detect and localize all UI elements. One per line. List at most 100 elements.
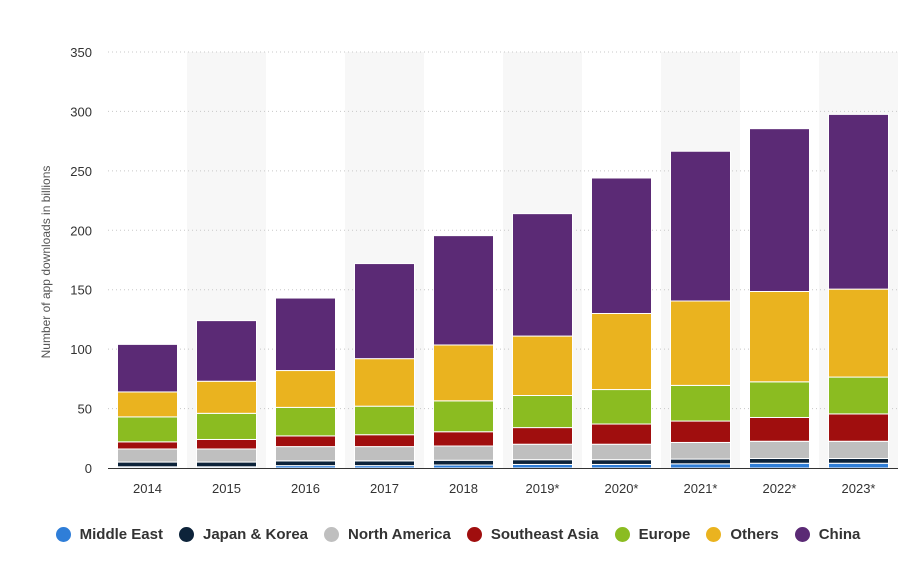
bar-europe-2019[interactable] — [512, 394, 573, 429]
bar-japan-korea-2023[interactable] — [828, 457, 889, 464]
bar-others-2021[interactable] — [670, 300, 731, 386]
bar-north-america-2016[interactable] — [275, 446, 336, 462]
bar-middle-east-2019[interactable] — [512, 463, 573, 469]
bars — [117, 113, 889, 469]
legend-item-southeast-asia[interactable]: Southeast Asia — [466, 526, 599, 543]
bar-north-america-2015[interactable] — [196, 448, 257, 463]
bar-japan-korea-2017[interactable] — [354, 460, 415, 467]
bar-north-america-2023[interactable] — [828, 440, 889, 459]
y-tick-label-350: 350 — [70, 45, 92, 60]
bar-north-america-2018[interactable] — [433, 445, 494, 461]
bar-southeast-asia-2022[interactable] — [749, 416, 810, 442]
bar-china-2015[interactable] — [196, 320, 257, 382]
bar-europe-2016[interactable] — [275, 406, 336, 437]
bar-others-2017[interactable] — [354, 358, 415, 407]
legend-dot-europe — [614, 527, 630, 542]
bar-southeast-asia-2021[interactable] — [670, 420, 731, 443]
bar-china-2023[interactable] — [828, 113, 889, 290]
x-tick-label-2022: 2022* — [763, 481, 797, 496]
y-tick-label-0: 0 — [85, 461, 92, 476]
bar-middle-east-2021[interactable] — [670, 463, 731, 469]
legend-label-southeast-asia: Southeast Asia — [490, 526, 599, 543]
x-tick-label-2017: 2017 — [370, 481, 399, 496]
legend-item-japan-korea[interactable]: Japan & Korea — [178, 526, 308, 543]
bar-china-2021[interactable] — [670, 150, 731, 302]
bar-others-2020[interactable] — [591, 312, 652, 391]
bar-china-2017[interactable] — [354, 263, 415, 360]
bar-southeast-asia-2018[interactable] — [433, 431, 494, 447]
bar-stack-2022 — [749, 128, 810, 469]
y-tick-label-100: 100 — [70, 342, 92, 357]
bar-north-america-2020[interactable] — [591, 443, 652, 461]
x-tick-label-2020: 2020* — [605, 481, 639, 496]
bar-china-2014[interactable] — [117, 343, 178, 393]
bar-others-2023[interactable] — [828, 288, 889, 378]
bar-southeast-asia-2020[interactable] — [591, 423, 652, 445]
legend-item-others[interactable]: Others — [706, 526, 779, 543]
x-tick-label-2014: 2014 — [133, 481, 162, 496]
bar-japan-korea-2020[interactable] — [591, 459, 652, 465]
bar-stack-2020 — [591, 177, 652, 469]
bar-middle-east-2023[interactable] — [828, 462, 889, 469]
bar-china-2016[interactable] — [275, 297, 336, 372]
bar-others-2018[interactable] — [433, 344, 494, 402]
bar-japan-korea-2014[interactable] — [117, 461, 178, 468]
bar-japan-korea-2016[interactable] — [275, 460, 336, 467]
bar-europe-2015[interactable] — [196, 412, 257, 440]
legend-item-north-america[interactable]: North America — [324, 526, 451, 543]
bar-others-2015[interactable] — [196, 380, 257, 414]
legend-label-china: China — [818, 526, 861, 543]
legend-item-middle-east[interactable]: Middle East — [55, 526, 163, 543]
bar-middle-east-2020[interactable] — [591, 463, 652, 469]
legend-item-europe[interactable]: Europe — [614, 526, 691, 543]
bar-stack-2017 — [354, 263, 415, 469]
bar-japan-korea-2015[interactable] — [196, 461, 257, 468]
legend: Middle East Japan & Korea North America … — [0, 526, 916, 543]
bar-europe-2018[interactable] — [433, 400, 494, 433]
bar-others-2019[interactable] — [512, 335, 573, 396]
legend-label-middle-east: Middle East — [79, 526, 163, 543]
bar-japan-korea-2019[interactable] — [512, 459, 573, 465]
bar-southeast-asia-2019[interactable] — [512, 427, 573, 445]
bar-china-2020[interactable] — [591, 177, 652, 314]
bar-north-america-2014[interactable] — [117, 448, 178, 463]
x-tick-label-2015: 2015 — [212, 481, 241, 496]
x-tick-label-2016: 2016 — [291, 481, 320, 496]
bar-others-2016[interactable] — [275, 370, 336, 408]
y-tick-label-50: 50 — [78, 402, 92, 417]
bar-southeast-asia-2017[interactable] — [354, 434, 415, 448]
bar-southeast-asia-2016[interactable] — [275, 435, 336, 448]
bar-china-2019[interactable] — [512, 213, 573, 337]
legend-label-north-america: North America — [348, 526, 451, 543]
legend-label-europe: Europe — [638, 526, 691, 543]
bar-north-america-2017[interactable] — [354, 446, 415, 462]
legend-dot-middle-east — [55, 527, 71, 542]
bar-others-2014[interactable] — [117, 391, 178, 418]
bar-europe-2022[interactable] — [749, 381, 810, 418]
bar-china-2022[interactable] — [749, 128, 810, 292]
bar-middle-east-2022[interactable] — [749, 462, 810, 469]
bar-japan-korea-2021[interactable] — [670, 458, 731, 465]
bar-europe-2023[interactable] — [828, 376, 889, 415]
bar-japan-korea-2022[interactable] — [749, 457, 810, 464]
bar-others-2022[interactable] — [749, 290, 810, 383]
y-tick-label-300: 300 — [70, 104, 92, 119]
bar-europe-2017[interactable] — [354, 405, 415, 436]
bar-southeast-asia-2015[interactable] — [196, 438, 257, 450]
bar-stack-2021 — [670, 150, 731, 469]
bar-north-america-2019[interactable] — [512, 443, 573, 461]
bar-southeast-asia-2023[interactable] — [828, 413, 889, 442]
bar-southeast-asia-2014[interactable] — [117, 441, 178, 450]
bar-stack-2014 — [117, 343, 178, 469]
bar-north-america-2022[interactable] — [749, 440, 810, 459]
bar-europe-2020[interactable] — [591, 389, 652, 425]
bar-japan-korea-2018[interactable] — [433, 459, 494, 466]
y-tick-label-250: 250 — [70, 164, 92, 179]
bar-europe-2021[interactable] — [670, 384, 731, 422]
bar-china-2018[interactable] — [433, 235, 494, 346]
legend-item-china[interactable]: China — [794, 526, 861, 543]
bar-europe-2014[interactable] — [117, 416, 178, 443]
bar-north-america-2021[interactable] — [670, 441, 731, 460]
